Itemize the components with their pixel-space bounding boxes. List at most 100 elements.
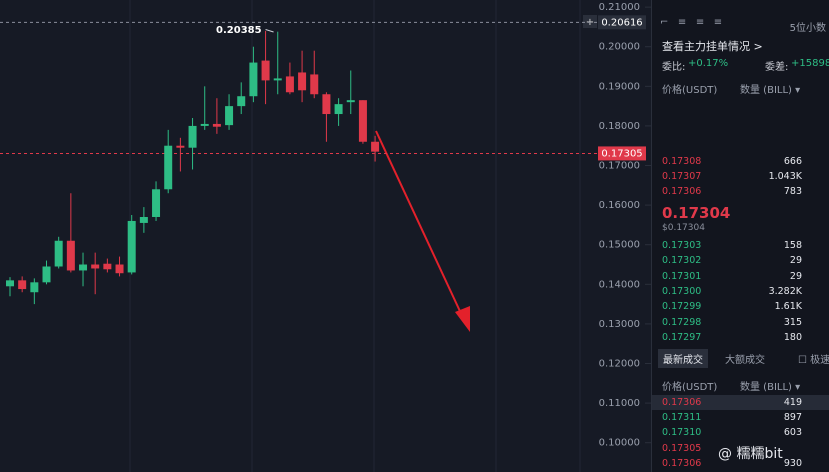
candle-body <box>103 263 112 270</box>
candle-body <box>298 72 307 91</box>
y-tick-label: 0.13000 <box>599 319 640 330</box>
y-tick-label: 0.20000 <box>599 42 640 53</box>
arrow <box>375 130 466 323</box>
order-qty: 29 <box>789 270 802 282</box>
order-qty: 419 <box>783 397 802 408</box>
col-header: 数量 (BILL) ▾ <box>740 382 801 393</box>
tab[interactable]: ☐ 极速 <box>798 355 829 366</box>
candle-body <box>30 282 39 293</box>
order-price: 0.17303 <box>662 240 702 251</box>
candle-body <box>127 220 136 273</box>
price-label-bg <box>598 146 646 161</box>
order-price: 0.17307 <box>662 171 702 182</box>
order-price: 0.17306 <box>662 397 702 408</box>
order-qty: 158 <box>783 240 802 251</box>
price-label: 0.20616 <box>601 17 642 28</box>
order-qty: 180 <box>783 331 802 343</box>
col-header: 价格(USDT) <box>662 85 718 96</box>
col-header: 数量 (BILL) ▾ <box>740 85 801 96</box>
last-price: 0.17304 <box>662 204 731 222</box>
candle-body <box>152 189 161 217</box>
order-price: 0.17308 <box>662 156 702 167</box>
candle-body <box>237 96 246 107</box>
candle-body <box>358 100 367 142</box>
order-price: 0.17298 <box>662 316 702 328</box>
candle-body <box>42 266 51 283</box>
candle-body <box>176 145 185 148</box>
candle-body <box>66 240 75 271</box>
order-qty: 29 <box>789 255 802 267</box>
y-tick-label: 0.15000 <box>599 240 640 251</box>
y-tick-label: 0.12000 <box>599 359 640 370</box>
price-label: 0.17305 <box>601 148 642 159</box>
y-tick-label: 0.21000 <box>599 2 640 13</box>
row-highlight <box>652 395 829 410</box>
y-tick-label: 0.11000 <box>599 398 640 409</box>
tab[interactable]: 最新成交 <box>658 349 708 368</box>
order-qty: 897 <box>783 412 802 424</box>
ratio: +0.17% <box>688 58 729 69</box>
order-price: 0.17310 <box>662 427 702 439</box>
candle-body <box>346 100 355 103</box>
tab-label: 极速 <box>810 355 829 366</box>
watermark: @ 糯糯bit <box>718 443 783 463</box>
precision[interactable]: 5位小数 <box>789 23 826 34</box>
candle-body <box>310 74 319 95</box>
ratio-label: 委比: <box>662 62 686 73</box>
chart: + 0.210000.200000.190000.180000.170000.1… <box>0 0 651 472</box>
candle-body <box>79 264 88 271</box>
depth-link[interactable]: 查看主力挂单情况 > <box>662 40 763 53</box>
diff: +15898 <box>791 58 829 69</box>
order-qty: 3.282K <box>768 285 802 297</box>
last-price-usd: $0.17304 <box>662 223 705 233</box>
y-tick-label: 0.19000 <box>599 81 640 92</box>
candle-body <box>6 280 14 287</box>
order-qty: 1.043K <box>768 171 802 182</box>
candle-body <box>334 104 343 115</box>
candle-body <box>164 145 173 190</box>
order-qty: 1.61K <box>774 301 802 313</box>
order-qty: 603 <box>783 427 802 439</box>
order-price: 0.17299 <box>662 301 702 313</box>
candle-body <box>115 264 124 274</box>
candle-body <box>200 123 209 126</box>
candle-body <box>54 240 63 267</box>
tab[interactable]: 大额成交 <box>725 355 765 366</box>
col-header: 价格(USDT) <box>662 382 718 393</box>
order-price: 0.17300 <box>662 285 702 297</box>
candle-body <box>322 94 331 115</box>
y-tick-label: 0.18000 <box>599 121 640 132</box>
price-label-bg <box>598 15 646 30</box>
order-price: 0.17305 <box>662 442 702 454</box>
order-price: 0.17306 <box>662 186 702 197</box>
candle-body <box>212 123 221 127</box>
diff-label: 委差: <box>765 62 789 73</box>
order-qty: 315 <box>783 316 802 328</box>
add-button[interactable] <box>583 15 597 28</box>
order-price: 0.17311 <box>662 412 702 424</box>
tool-icons[interactable]: ⌐ ≡ ≡ ≡ <box>660 17 723 28</box>
candle-body <box>249 62 258 97</box>
candle-body <box>188 125 197 148</box>
candle-body <box>18 280 27 290</box>
candle-body <box>273 78 282 81</box>
order-qty: 930 <box>783 457 802 469</box>
candle-body <box>371 141 380 152</box>
candle-body <box>225 106 234 126</box>
y-tick-label: 0.10000 <box>599 438 640 449</box>
order-price: 0.17306 <box>662 457 702 469</box>
candle-body <box>139 216 148 223</box>
high-marker: 0.20385 <box>216 25 262 36</box>
y-tick-label: 0.17000 <box>599 161 640 172</box>
order-qty: 783 <box>783 186 802 197</box>
order-book-panel: ⌐ ≡ ≡ ≡ 5位小数 查看主力挂单情况 > 委比: +0.17% 委差: +… <box>651 0 829 472</box>
y-tick-label: 0.14000 <box>599 279 640 290</box>
arrow-head <box>455 306 470 332</box>
order-price: 0.17301 <box>662 270 702 282</box>
order-price: 0.17297 <box>662 331 702 343</box>
candle-body <box>285 76 294 93</box>
order-qty: 666 <box>783 156 802 167</box>
order-price: 0.17302 <box>662 255 702 267</box>
y-tick-label: 0.16000 <box>599 200 640 211</box>
